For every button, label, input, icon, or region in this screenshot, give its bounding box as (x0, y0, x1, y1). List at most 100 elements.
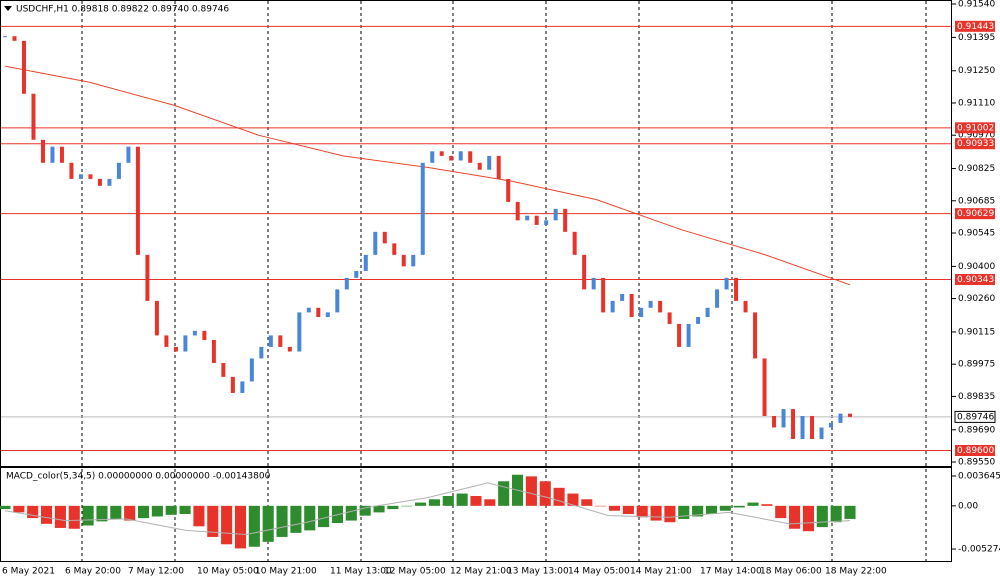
candle (468, 151, 473, 163)
candle (572, 231, 577, 255)
y-tick-label: 0.90970 (958, 131, 995, 141)
candle (297, 312, 302, 352)
candle (762, 358, 767, 416)
level-label: 0.90933 (957, 139, 994, 149)
candle (230, 376, 235, 393)
price-panel (0, 0, 952, 467)
macd-bar (68, 505, 80, 529)
candle (401, 254, 406, 267)
y-tick-label: 0.91250 (958, 66, 995, 76)
macd-bar (442, 496, 454, 506)
macd-bar (678, 505, 690, 519)
candle (772, 415, 777, 428)
candle (534, 215, 539, 225)
current-price-label: 0.89746 (957, 412, 994, 422)
candle (553, 208, 558, 221)
candle (582, 254, 587, 290)
candle (221, 363, 226, 377)
candle (249, 358, 254, 382)
x-tick-label: 7 May 12:00 (128, 567, 184, 577)
candle (411, 254, 416, 267)
macd-bar (179, 505, 191, 515)
macd-bar (221, 505, 233, 545)
candle (164, 335, 169, 347)
candle (211, 340, 216, 364)
macd-bar (705, 505, 718, 515)
macd-bar (428, 499, 440, 506)
macd-bar (830, 505, 842, 523)
candle (335, 289, 340, 313)
candle (3, 36, 7, 38)
macd-bar (13, 505, 25, 513)
candle (78, 174, 83, 179)
macd-bar (401, 505, 413, 507)
candle (382, 231, 387, 244)
macd-bar (470, 496, 482, 506)
x-tick-label: 14 May 21:00 (630, 567, 692, 577)
candle (458, 151, 463, 161)
candle (69, 162, 74, 179)
candle (354, 270, 359, 278)
macd-bar (844, 505, 856, 519)
candle (126, 146, 131, 163)
level-label-box (955, 208, 995, 220)
candle (819, 427, 824, 439)
level-label: 0.91002 (957, 123, 994, 133)
candle (810, 415, 815, 439)
x-tick-label: 11 May 13:00 (330, 567, 392, 577)
x-tick-label: 10 May 05:00 (197, 567, 259, 577)
macd-bar (539, 481, 551, 506)
macd-bar (761, 504, 773, 506)
level-label: 0.90629 (957, 209, 994, 219)
candle (601, 277, 606, 313)
candle (848, 413, 852, 417)
candle (21, 40, 26, 94)
y-tick-label: 0.89690 (958, 425, 995, 435)
macd-bar (650, 505, 662, 521)
candle (610, 300, 615, 313)
y-tick-label: 0.90260 (958, 294, 995, 304)
candle (838, 413, 843, 423)
macd-bar (151, 505, 163, 517)
candle (430, 151, 435, 163)
macd-bar (137, 505, 150, 519)
candle (173, 346, 178, 352)
macd-bar (96, 505, 108, 522)
y-tick-label: 0.0036458 (958, 472, 1000, 482)
candle (724, 277, 729, 290)
collapse-icon[interactable] (4, 6, 12, 11)
level-label-box (955, 122, 995, 134)
candle (525, 215, 530, 221)
macd-bar (262, 505, 274, 542)
candle (506, 178, 511, 202)
candle (344, 277, 349, 290)
macd-bar (41, 505, 53, 524)
candle (202, 330, 207, 341)
macd-bar (304, 505, 316, 531)
macd-bar (719, 505, 731, 511)
candle (629, 293, 634, 318)
candle (107, 178, 112, 186)
macd-bar (525, 476, 537, 506)
macd-bar (318, 505, 330, 528)
candle (12, 36, 17, 41)
macd-bar (387, 505, 399, 510)
candle (715, 289, 720, 308)
candle (135, 146, 140, 255)
y-tick-label: 0.90400 (958, 262, 995, 272)
macd-bar (207, 505, 219, 537)
y-tick-label: 0.90545 (958, 229, 995, 239)
x-tick-label: 13 May 13:00 (507, 567, 569, 577)
candle (259, 346, 264, 359)
level-label: 0.90343 (957, 275, 994, 285)
candle (392, 243, 397, 255)
macd-bar (747, 502, 759, 506)
candle (287, 346, 292, 352)
candle (192, 330, 197, 336)
macd-bar (733, 505, 745, 508)
macd-bar (816, 505, 828, 528)
candle (373, 231, 378, 255)
candle (515, 201, 520, 221)
x-tick-label: 14 May 05:00 (568, 567, 630, 577)
y-tick-label: 0.89975 (958, 360, 995, 370)
